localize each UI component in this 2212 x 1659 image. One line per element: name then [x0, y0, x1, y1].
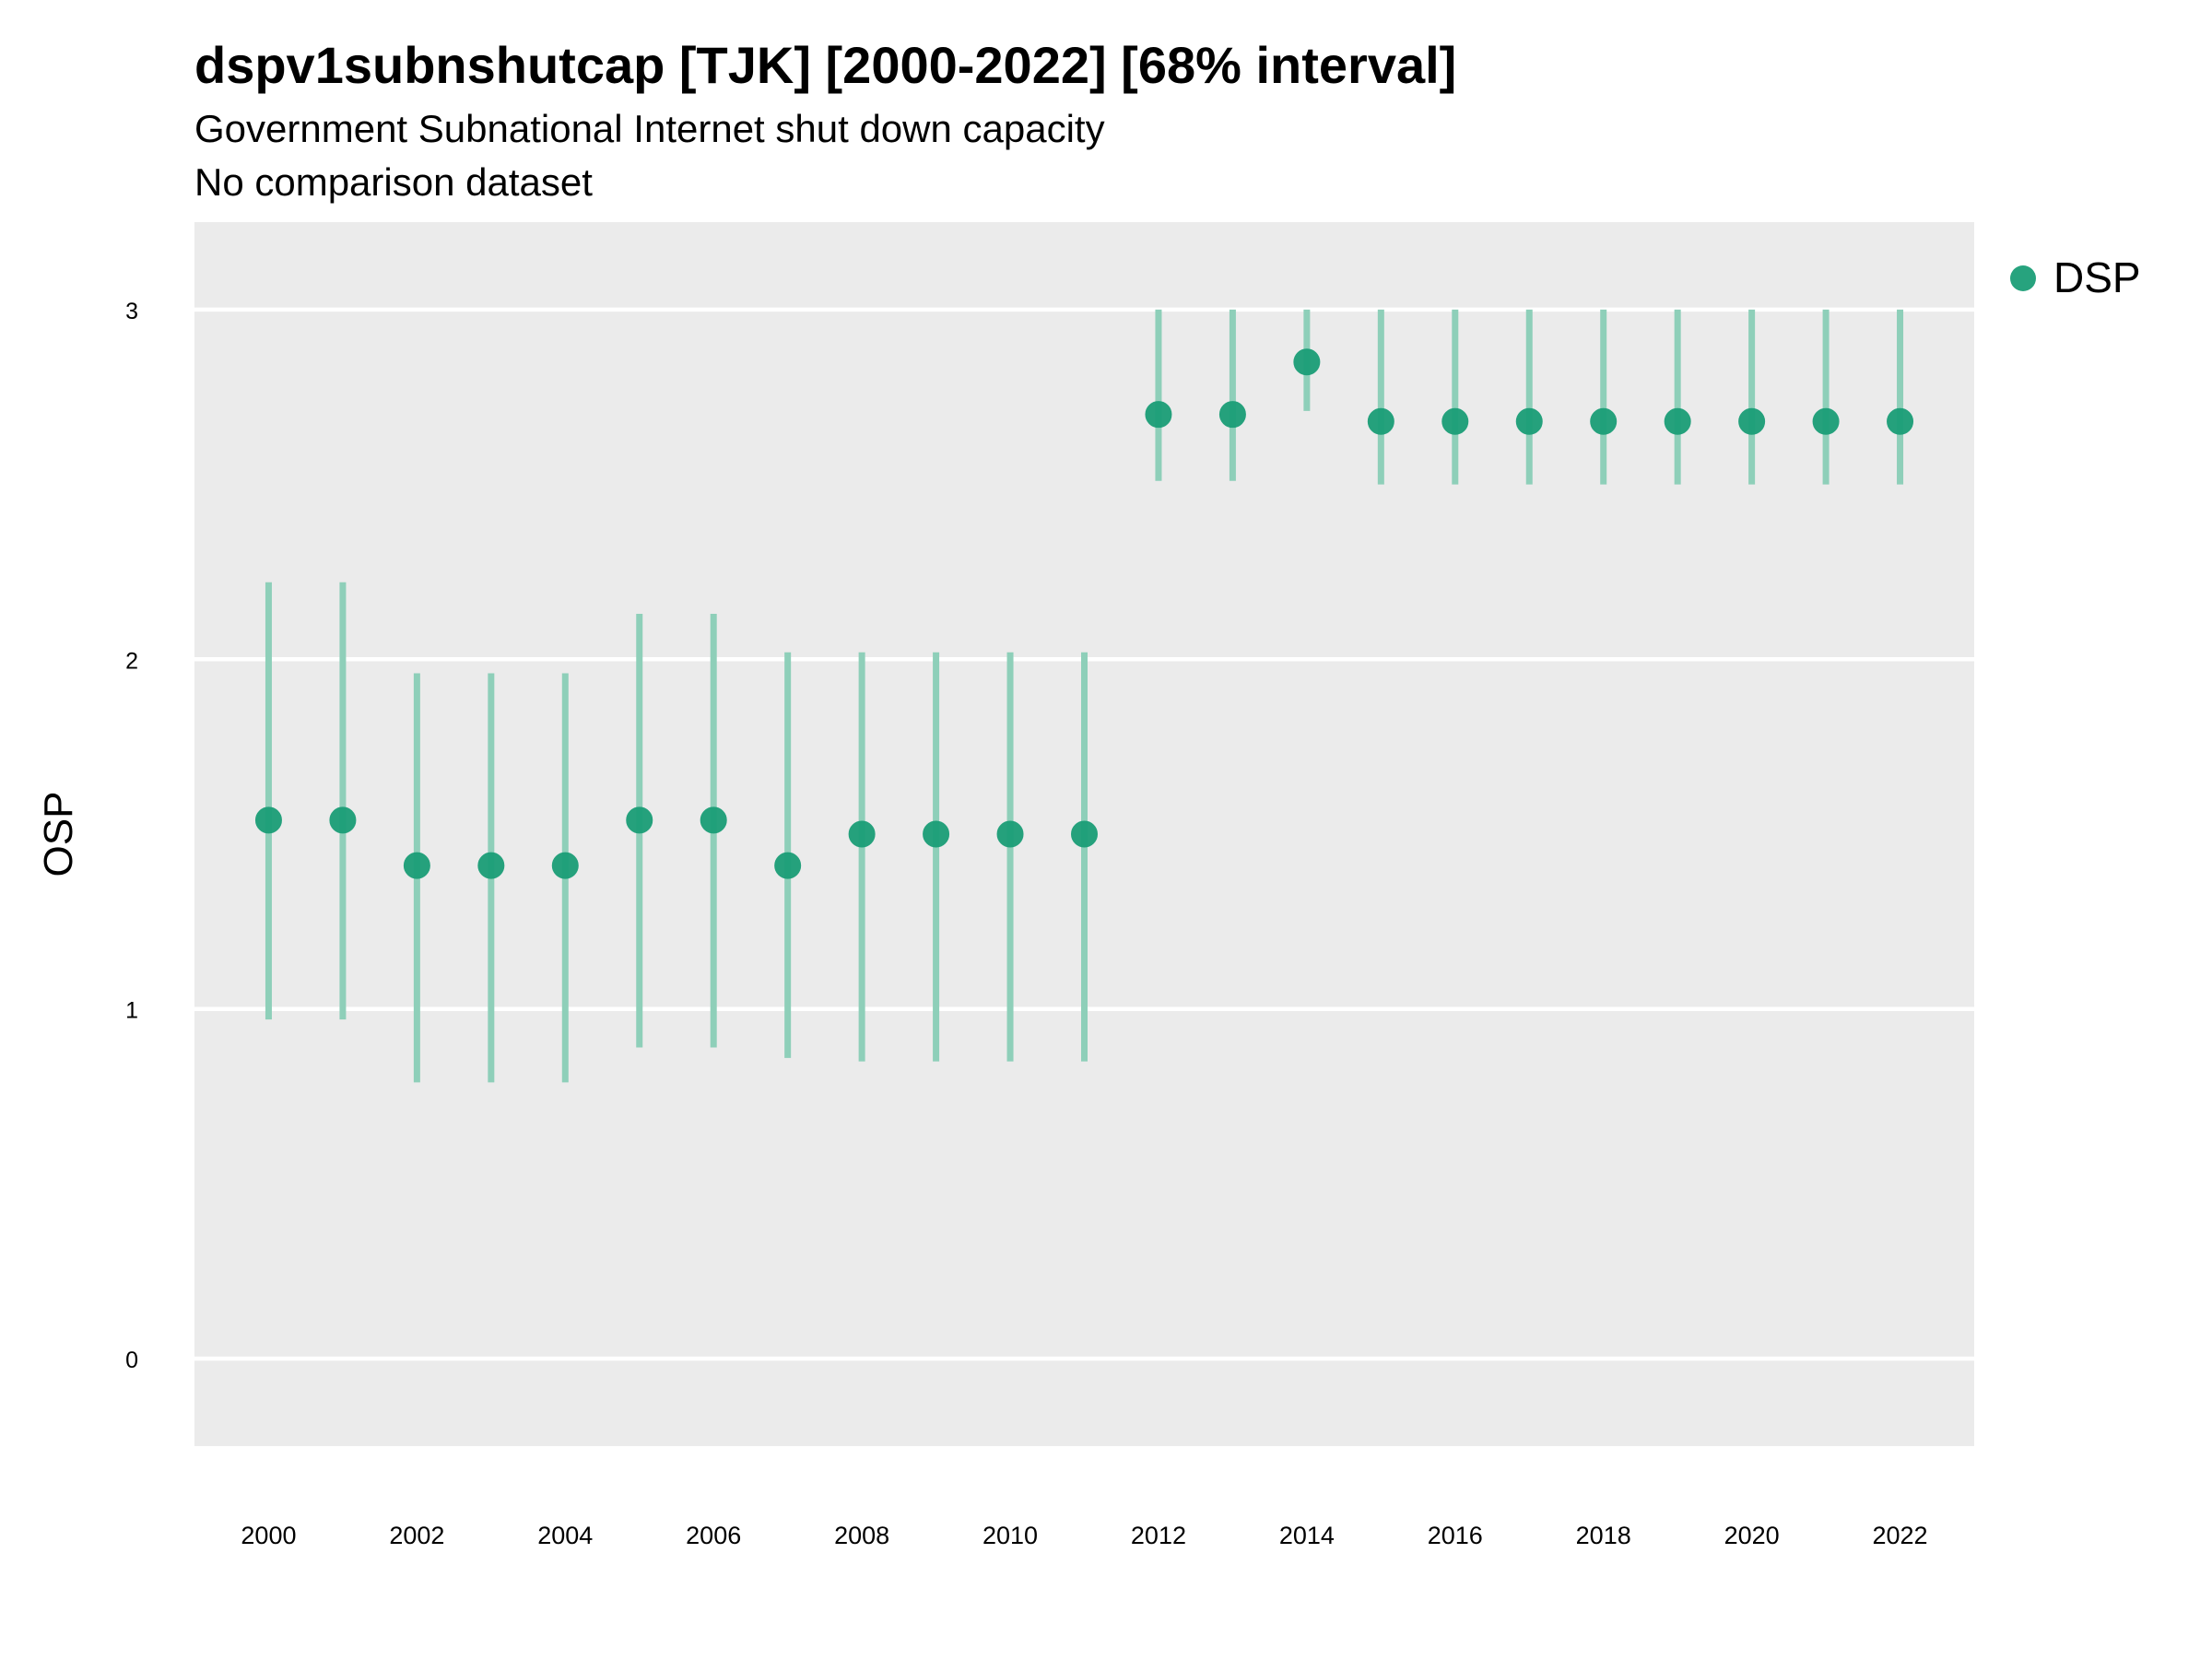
data-point-2014	[1293, 348, 1321, 376]
data-point-2015	[1367, 407, 1394, 435]
chart-subtitle-comparison: No comparison dataset	[194, 160, 593, 204]
data-point-2002	[403, 852, 430, 879]
legend-key	[2010, 265, 2036, 291]
x-tick-label: 2010	[982, 1522, 1038, 1549]
chart-subtitle: Government Subnational Internet shut dow…	[194, 107, 1105, 150]
y-axis-ticks: 0 1 2 3	[125, 299, 138, 1373]
x-tick-label: 2004	[537, 1522, 593, 1549]
legend: DSP	[2010, 253, 2141, 301]
x-tick-label: 2006	[686, 1522, 741, 1549]
data-point-2013	[1218, 401, 1246, 429]
y-axis-label: OSP	[36, 792, 81, 877]
chart-title: dspv1subnshutcap [TJK] [2000-2022] [68% …	[194, 36, 1457, 94]
data-point-2012	[1145, 401, 1172, 429]
data-point-2021	[1812, 407, 1840, 435]
data-point-2009	[923, 820, 950, 848]
x-tick-label: 2012	[1131, 1522, 1186, 1549]
x-tick-label: 2000	[241, 1522, 296, 1549]
data-point-2005	[626, 806, 653, 834]
data-point-2003	[477, 852, 505, 879]
legend-label: DSP	[2053, 253, 2141, 301]
data-point-2019	[1664, 407, 1691, 435]
data-point-2001	[329, 806, 357, 834]
x-tick-label: 2014	[1279, 1522, 1335, 1549]
x-tick-label: 2002	[389, 1522, 444, 1549]
data-point-2018	[1590, 407, 1618, 435]
y-tick-label: 1	[125, 998, 138, 1024]
data-point-2008	[848, 820, 876, 848]
data-point-2022	[1887, 407, 1914, 435]
data-point-2000	[254, 806, 282, 834]
data-point-2010	[996, 820, 1024, 848]
data-point-2007	[774, 852, 802, 879]
data-point-2004	[551, 852, 579, 879]
y-tick-label: 2	[125, 648, 138, 674]
y-tick-label: 3	[125, 299, 138, 324]
data-point-2017	[1515, 407, 1543, 435]
x-tick-label: 2018	[1576, 1522, 1631, 1549]
y-tick-label: 0	[125, 1347, 138, 1373]
data-points	[254, 348, 1914, 879]
x-tick-label: 2016	[1428, 1522, 1483, 1549]
x-tick-label: 2020	[1724, 1522, 1780, 1549]
x-tick-label: 2022	[1873, 1522, 1928, 1549]
x-axis-ticks: 2000 2002 2004 2006 2008 2010 2012 2014 2016 2018…	[241, 1522, 1927, 1549]
error-bars	[265, 309, 1904, 1083]
data-point-2006	[700, 806, 727, 834]
data-point-2011	[1071, 820, 1098, 848]
x-tick-label: 2008	[834, 1522, 889, 1549]
data-point-2016	[1441, 407, 1469, 435]
data-point-2020	[1738, 407, 1766, 435]
